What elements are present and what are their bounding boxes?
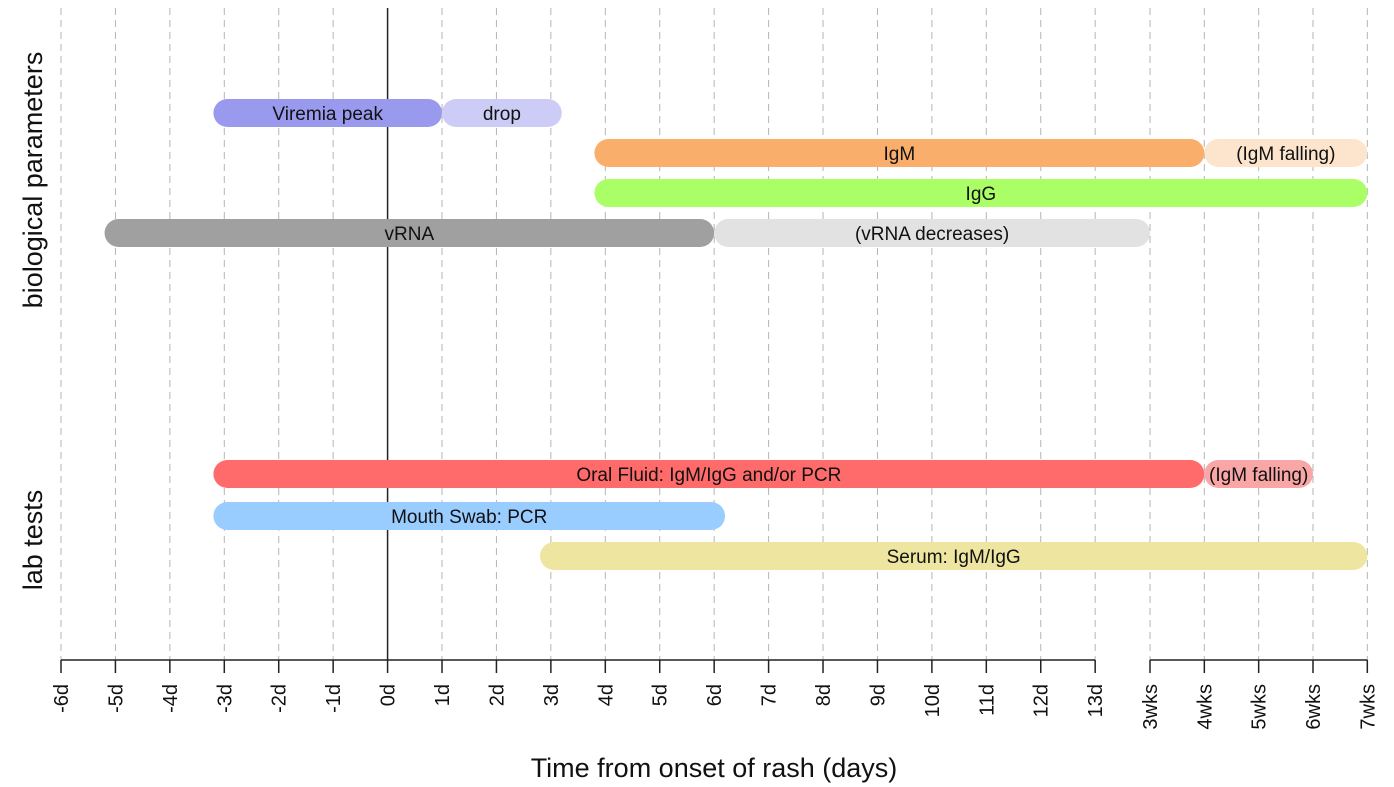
- x-tick-label: -5d: [105, 684, 127, 713]
- x-tick-label: 8d: [813, 684, 835, 706]
- bar-igg: [594, 179, 1368, 207]
- bar-igm-falling: [1204, 460, 1313, 488]
- x-axis: -6d -5d -4d -3d -2d -1d 0d 1d 2d 3d 4d 5d 6d 7d 8d 9d 10…: [51, 659, 1379, 730]
- x-tick-label: 6wks: [1303, 684, 1325, 730]
- bar-label-vrna: vRNA: [385, 224, 435, 245]
- x-tick-label: 13d: [1085, 684, 1107, 717]
- bar-igm: [594, 139, 1205, 167]
- x-tick-label: 5d: [650, 684, 672, 706]
- group-label-biological: biological parameters: [18, 52, 48, 309]
- x-tick-label: 3wks: [1140, 684, 1162, 730]
- x-tick-label: 3d: [541, 684, 563, 706]
- bar-oral-fluid-igm-igg-and-or-pcr: [213, 460, 1205, 488]
- group-label-lab-tests: lab tests: [18, 490, 48, 591]
- bars: Viremia peak drop IgM (IgM falling) IgG vRNA (…: [104, 99, 1368, 570]
- bar-serum-igm-igg: [539, 542, 1368, 570]
- x-tick-label: 4d: [595, 684, 617, 706]
- x-tick-label: 10d: [922, 684, 944, 717]
- x-tick-label: 6d: [704, 684, 726, 706]
- bar-drop: [442, 99, 562, 127]
- x-tick-label: 1d: [432, 684, 454, 706]
- x-tick-label: 7wks: [1357, 684, 1379, 730]
- bar-vrna-decreases: [714, 219, 1150, 247]
- bar-label-serum-igm-igg: Serum: IgM/IgG: [887, 547, 1021, 568]
- bar-vrna: [104, 219, 715, 247]
- x-tick-label: -2d: [269, 684, 291, 713]
- bar-label-drop: drop: [483, 104, 521, 125]
- x-tick-label: -3d: [214, 684, 236, 713]
- bar-label-igg: IgG: [966, 184, 997, 205]
- bar-label-igm-falling: (IgM falling): [1209, 465, 1308, 486]
- bar-viremia-peak: [213, 99, 443, 127]
- x-tick-label: -1d: [323, 684, 345, 713]
- bar-label-igm-falling: (IgM falling): [1236, 144, 1335, 165]
- x-tick-label: 12d: [1031, 684, 1053, 717]
- x-tick-label: -4d: [160, 684, 182, 713]
- bar-label-mouth-swab-pcr: Mouth Swab: PCR: [391, 507, 547, 528]
- x-tick-label: 9d: [867, 684, 889, 706]
- x-tick-label: 4wks: [1194, 684, 1216, 730]
- bar-label-oral-fluid-igm-igg-and-or-pcr: Oral Fluid: IgM/IgG and/or PCR: [576, 465, 841, 486]
- bar-label-vrna-decreases: (vRNA decreases): [855, 224, 1009, 245]
- bar-igm-falling: [1204, 139, 1368, 167]
- x-tick-label: 7d: [759, 684, 781, 706]
- x-tick-label: 11d: [976, 684, 998, 716]
- bar-label-igm: IgM: [884, 144, 916, 165]
- x-tick-label: 2d: [486, 684, 508, 706]
- x-axis-title: Time from onset of rash (days): [531, 753, 898, 783]
- bar-mouth-swab-pcr: [213, 502, 726, 530]
- bar-label-viremia-peak: Viremia peak: [272, 104, 383, 125]
- x-tick-label: -6d: [51, 684, 73, 713]
- x-tick-label: 5wks: [1249, 684, 1271, 730]
- x-tick-label: 0d: [378, 684, 400, 706]
